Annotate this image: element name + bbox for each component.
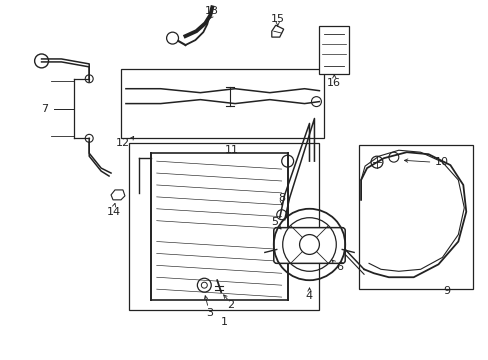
- Text: 5: 5: [271, 217, 278, 227]
- Bar: [358, 145, 472, 289]
- Text: 16: 16: [326, 78, 341, 88]
- FancyBboxPatch shape: [273, 228, 345, 264]
- Text: 13: 13: [205, 6, 219, 16]
- Text: 10: 10: [433, 157, 447, 167]
- Text: 6: 6: [335, 262, 342, 272]
- Text: 4: 4: [305, 291, 312, 301]
- Bar: [129, 143, 319, 310]
- Text: 14: 14: [107, 207, 121, 217]
- Text: 8: 8: [278, 193, 285, 203]
- Text: 9: 9: [442, 286, 449, 296]
- Bar: [319, 26, 348, 74]
- Text: 11: 11: [224, 145, 239, 155]
- Text: 2: 2: [227, 300, 234, 310]
- Bar: [121, 69, 324, 138]
- Text: 7: 7: [41, 104, 48, 113]
- Text: 1: 1: [220, 317, 227, 327]
- Text: 12: 12: [116, 138, 130, 148]
- Text: 15: 15: [270, 14, 284, 24]
- Text: 3: 3: [205, 308, 212, 318]
